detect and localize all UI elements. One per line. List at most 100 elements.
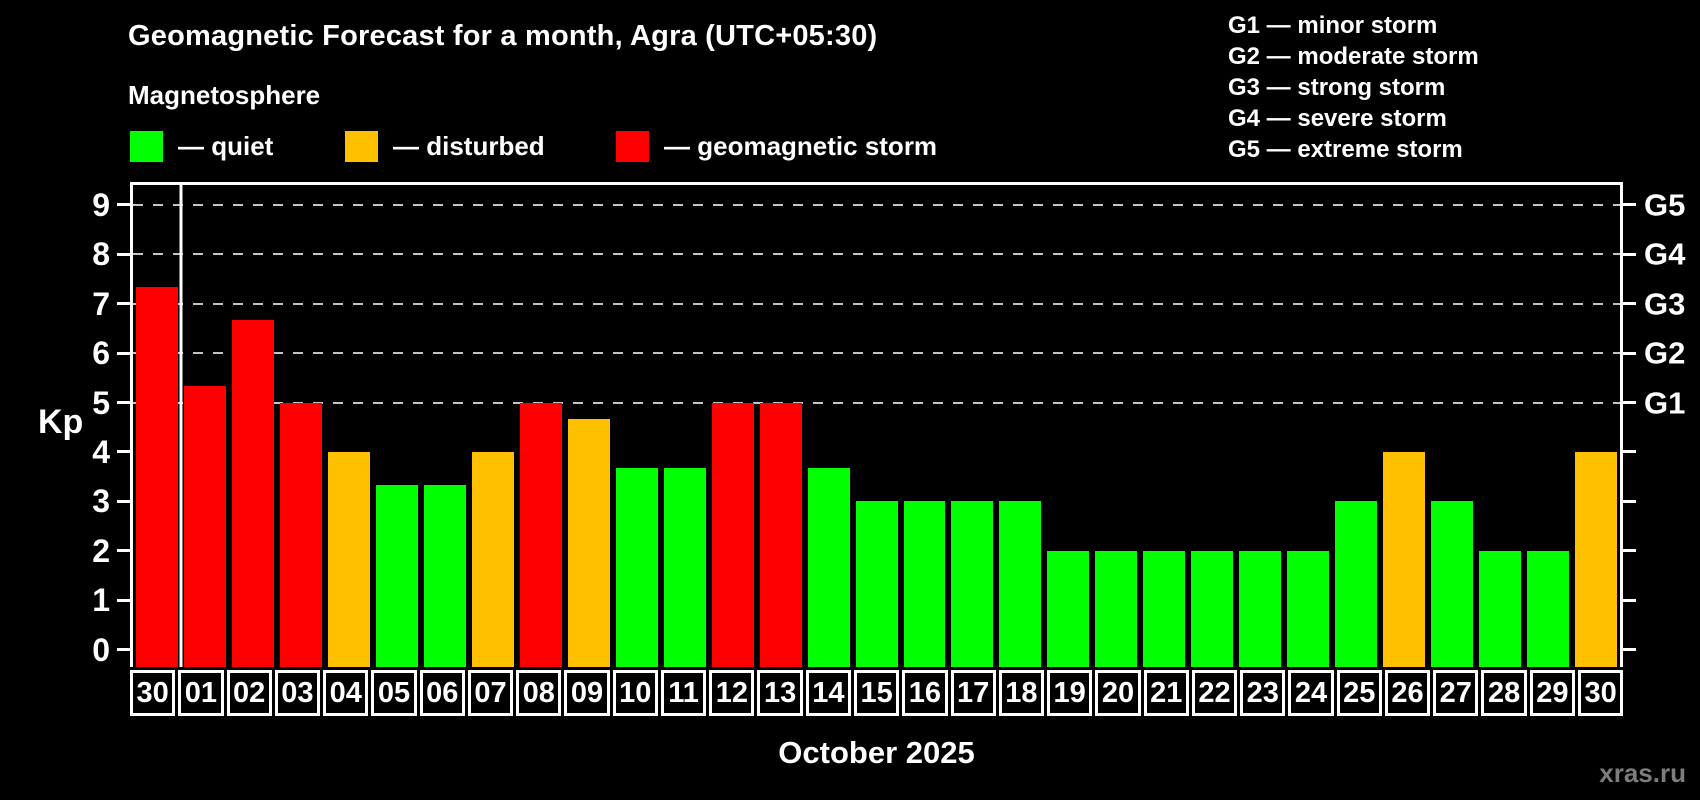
kp-bar-26 — [1383, 451, 1426, 667]
bar-slot-23 — [1236, 185, 1284, 667]
y-tick-label: 5 — [92, 384, 110, 421]
kp-bar-12 — [711, 402, 754, 667]
g-scale-legend-line: G5 — extreme storm — [1228, 136, 1463, 163]
day-label-26: 26 — [1384, 670, 1431, 716]
g-scale-legend-line: G4 — severe storm — [1228, 105, 1447, 132]
day-label-15: 15 — [853, 670, 900, 716]
g-scale-tick-label: G5 — [1644, 187, 1686, 223]
y-axis-tick-left — [117, 450, 130, 454]
bar-slot-26 — [1380, 185, 1428, 667]
kp-bar-30 — [136, 287, 178, 667]
day-label-28: 28 — [1481, 670, 1527, 716]
kp-bar-29 — [1527, 550, 1570, 667]
bar-slot-19 — [1044, 185, 1092, 667]
chart-title: Geomagnetic Forecast for a month, Agra (… — [128, 20, 878, 52]
y-tick-label: 3 — [92, 483, 110, 520]
y-tick-label: 4 — [92, 433, 110, 470]
g-scale-legend: G1 — minor storm G2 — moderate storm G3 — … — [1228, 10, 1479, 165]
g-scale-tick-label: G2 — [1644, 335, 1686, 371]
bar-slot-10 — [613, 185, 661, 667]
legend-item-storm: — geomagnetic storm — [616, 131, 937, 162]
y-tick-label: 2 — [92, 532, 110, 569]
bar-slot-15 — [853, 185, 901, 667]
day-label-08: 08 — [516, 670, 562, 716]
y-axis-label: Kp — [38, 403, 84, 441]
y-axis-tick-right — [1623, 401, 1636, 405]
day-label-21: 21 — [1143, 670, 1189, 716]
x-axis-label: October 2025 — [778, 735, 975, 770]
day-label-10: 10 — [612, 670, 658, 716]
disturbed-swatch-icon — [345, 131, 378, 162]
y-axis-tick-right — [1623, 252, 1636, 256]
day-label-row: 30 01 02 03 04 05 06 07 08 09 10 11 12 13 14 15 16 17 18 19… — [130, 670, 1624, 716]
day-label-09: 09 — [564, 670, 610, 716]
kp-bar-30 — [1575, 451, 1618, 667]
bars-container — [133, 185, 1620, 667]
gridline-kp-5 — [133, 401, 1620, 404]
kp-bar-09 — [567, 418, 610, 667]
bar-slot-13 — [757, 185, 805, 667]
g-scale-tick-label: G3 — [1644, 286, 1686, 322]
storm-swatch-icon — [616, 131, 649, 162]
gridline-kp-7 — [133, 302, 1620, 305]
bar-slot-21 — [1140, 185, 1188, 667]
kp-bar-23 — [1239, 550, 1282, 667]
kp-bar-16 — [903, 501, 946, 667]
y-tick-label: 1 — [92, 582, 110, 619]
y-axis-tick-right — [1623, 499, 1636, 503]
y-axis-tick-right — [1623, 450, 1636, 454]
quiet-swatch-icon — [130, 131, 163, 162]
y-tick-label: 8 — [92, 236, 110, 273]
bar-slot-24 — [1284, 185, 1332, 667]
g-scale-legend-line: G1 — minor storm — [1228, 12, 1438, 39]
kp-bar-20 — [1095, 550, 1138, 667]
bar-slot-02 — [229, 185, 277, 667]
kp-bar-19 — [1047, 550, 1090, 667]
y-axis-tick-right — [1623, 648, 1636, 652]
day-label-05: 05 — [371, 670, 417, 716]
legend-item-label: — quiet — [178, 131, 274, 161]
bar-slot-04 — [325, 185, 373, 667]
day-label-29: 29 — [1529, 670, 1575, 716]
gridline-kp-9 — [133, 203, 1620, 206]
y-axis-tick-left — [117, 648, 130, 652]
bar-slot-20 — [1092, 185, 1140, 667]
gridline-kp-6 — [133, 352, 1620, 355]
y-axis-tick-left — [117, 203, 130, 207]
kp-bar-15 — [855, 501, 898, 667]
y-tick-label: 7 — [92, 285, 110, 322]
day-label-25: 25 — [1336, 670, 1382, 716]
day-label-20: 20 — [1095, 670, 1141, 716]
y-axis-tick-right — [1623, 302, 1636, 306]
kp-bar-11 — [663, 468, 706, 667]
bar-slot-08 — [517, 185, 565, 667]
bar-slot-25 — [1332, 185, 1380, 667]
y-axis-tick-left — [117, 598, 130, 602]
y-tick-label: 9 — [92, 186, 110, 223]
bar-slot-12 — [709, 185, 757, 667]
kp-bar-18 — [999, 501, 1042, 667]
kp-bar-14 — [807, 468, 850, 667]
day-label-13: 13 — [757, 670, 803, 716]
day-label-11: 11 — [660, 670, 707, 716]
kp-bar-06 — [423, 485, 466, 667]
bar-slot-09 — [565, 185, 613, 667]
bar-slot-27 — [1428, 185, 1476, 667]
legend-item-label: — disturbed — [393, 131, 545, 161]
chart-subtitle: Magnetosphere — [128, 80, 321, 110]
day-label-22: 22 — [1191, 670, 1238, 716]
y-tick-label: 0 — [92, 631, 110, 668]
bar-slot-22 — [1188, 185, 1236, 667]
month-separator-line — [179, 185, 183, 667]
y-axis-tick-right — [1623, 549, 1636, 553]
day-label-27: 27 — [1433, 670, 1479, 716]
y-axis-tick-right — [1623, 598, 1636, 602]
day-label-12: 12 — [709, 670, 755, 716]
kp-bar-01 — [183, 386, 226, 667]
legend-item-disturbed: — disturbed — [345, 131, 545, 162]
kp-bar-02 — [231, 319, 274, 667]
kp-bar-22 — [1191, 550, 1234, 667]
g-scale-tick-label: G1 — [1644, 385, 1686, 421]
bar-slot-29 — [1524, 185, 1572, 667]
day-label-01: 01 — [178, 670, 224, 716]
